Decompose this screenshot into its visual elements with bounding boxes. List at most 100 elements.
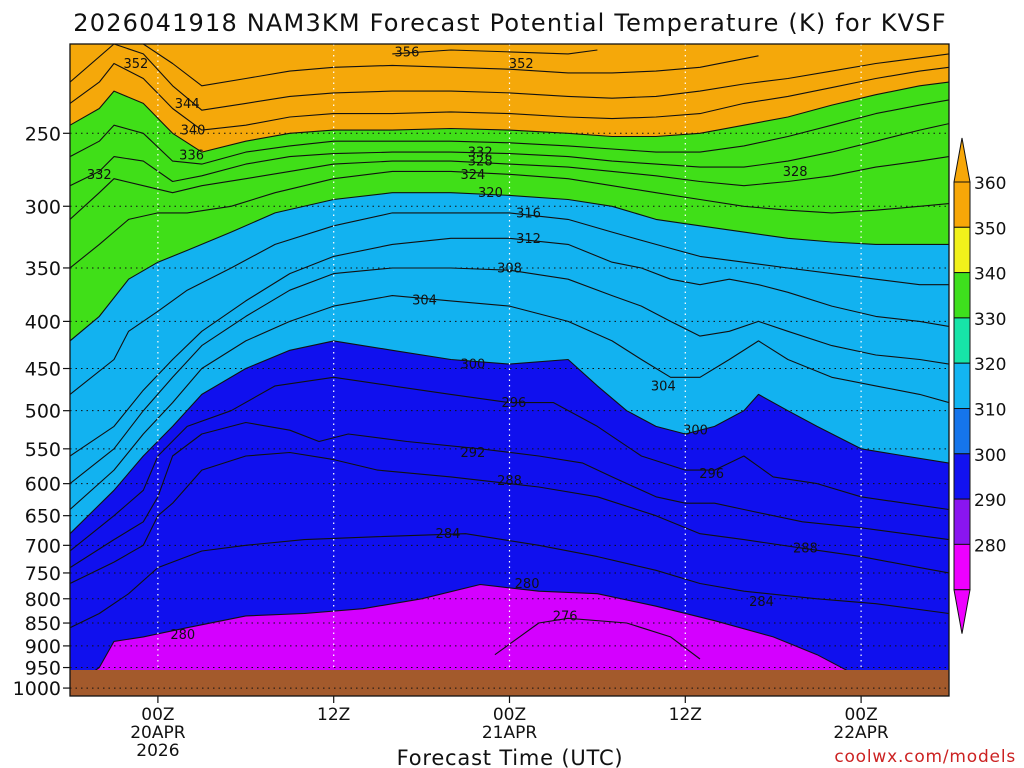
chart-title: 2026041918 NAM3KM Forecast Potential Tem… <box>73 9 946 37</box>
contour-label: 328 <box>783 165 808 180</box>
isentrope-276 <box>494 617 701 660</box>
colorbar-segment <box>953 181 971 228</box>
isentrope-296 <box>70 376 949 552</box>
isentrope-328 <box>70 156 949 220</box>
contour-label: 280 <box>170 628 195 643</box>
colorbar-segment <box>953 453 971 500</box>
y-tick-label: 900 <box>25 636 61 658</box>
colorbar-segment <box>953 543 971 591</box>
colorbar-label: 310 <box>974 401 1006 421</box>
y-tick-label: 1000 <box>13 678 61 700</box>
colorbar-label: 360 <box>974 174 1006 194</box>
colorbar-label: 300 <box>974 446 1006 466</box>
contour-label: 312 <box>516 232 541 247</box>
colorbar-label: 290 <box>974 491 1006 511</box>
contour-label: 288 <box>793 542 818 557</box>
isentrope-316 <box>70 212 949 395</box>
contour-label: 284 <box>749 595 774 610</box>
x-tick-label: 00Z <box>493 705 526 725</box>
y-tick-label: 350 <box>25 258 61 280</box>
contour-label: 292 <box>460 446 485 461</box>
isentrope-304 <box>70 295 949 510</box>
y-tick-label: 450 <box>25 359 61 381</box>
x-axis-title: Forecast Time (UTC) <box>397 746 624 768</box>
contour-label: 316 <box>516 206 541 221</box>
y-tick-label: 850 <box>25 613 61 635</box>
x-tick-label: 00Z <box>141 705 174 725</box>
isentrope-356 <box>392 49 598 55</box>
colorbar-segment <box>953 272 971 319</box>
y-tick-label: 550 <box>25 439 61 461</box>
x-tick-label: 21APR <box>482 723 538 743</box>
isentrope-352 <box>142 44 759 87</box>
isentrope-312 <box>70 237 949 457</box>
pressure-axis: 250 300 350 400 450 500 550 600 650 700 750 8008509… <box>13 123 70 700</box>
contour-label: 328 <box>468 155 493 170</box>
isentrope-288 <box>70 451 949 584</box>
colorbar-label: 330 <box>974 310 1006 330</box>
color-legend: 280 290 300 310 320 330 340 350 360 <box>953 137 1006 634</box>
contour-label: 340 <box>181 124 206 139</box>
isentrope-340 <box>70 81 949 153</box>
contour-label: 352 <box>124 57 149 72</box>
y-tick-label: 500 <box>25 401 61 423</box>
x-tick-label: 20APR <box>130 723 186 743</box>
isentrope-292 <box>70 421 949 569</box>
colorbar-label: 280 <box>974 536 1006 556</box>
y-tick-label: 250 <box>25 123 61 145</box>
x-tick-label: 12Z <box>669 705 702 725</box>
y-tick-label: 750 <box>25 563 61 585</box>
colorbar-segment <box>953 408 971 455</box>
colorbar-segment <box>953 498 971 545</box>
y-tick-label: 400 <box>25 311 61 333</box>
contour-label: 352 <box>509 57 534 72</box>
isentrope-336 <box>70 99 949 165</box>
contour-label: 300 <box>460 358 485 373</box>
isentrope-324 <box>70 170 949 269</box>
colorbar-label: 350 <box>974 219 1006 239</box>
contour-label: 284 <box>436 527 461 542</box>
contour-label: 324 <box>460 168 485 183</box>
isentrope-280 <box>70 583 949 689</box>
y-tick-label: 300 <box>25 196 61 218</box>
y-tick-label: 700 <box>25 535 61 557</box>
x-tick-label: 22APR <box>833 723 889 743</box>
colorbar-bottom-arrow <box>953 589 971 634</box>
colorbar-label: 340 <box>974 265 1006 285</box>
colorbar-segment <box>953 317 971 364</box>
contour-label: 356 <box>395 45 420 60</box>
isentrope-284 <box>70 533 949 629</box>
isentrope-contours <box>70 44 949 689</box>
colorbar-label: 320 <box>974 355 1006 375</box>
fill-band-below-280 <box>70 584 949 696</box>
x-tick-label: 2026 <box>136 741 179 761</box>
contour-label: 344 <box>175 97 200 112</box>
isentrope-300 <box>70 340 949 535</box>
ground-terrain <box>70 670 949 696</box>
contour-label: 296 <box>699 467 724 482</box>
x-tick-label: 00Z <box>844 705 877 725</box>
colorbar-segment <box>953 362 971 410</box>
y-tick-label: 800 <box>25 589 61 611</box>
watermark-link[interactable]: coolwx.com/models <box>834 747 1016 767</box>
isentrope-348 <box>70 44 949 111</box>
contour-label: 308 <box>497 261 522 276</box>
isentrope-308 <box>70 267 949 485</box>
contour-label: 332 <box>87 168 112 183</box>
contour-label: 320 <box>478 186 503 201</box>
contour-label: 280 <box>515 577 540 592</box>
contour-label: 276 <box>553 609 578 624</box>
contour-label: 288 <box>497 474 522 489</box>
y-tick-label: 600 <box>25 474 61 496</box>
isentrope-320 <box>70 192 949 342</box>
colorbar-top-arrow <box>953 137 971 183</box>
colorbar-segment <box>953 226 971 274</box>
y-tick-label: 650 <box>25 506 61 528</box>
contour-label: 296 <box>501 396 526 411</box>
contour-label: 300 <box>683 424 708 439</box>
contour-label: 332 <box>468 146 493 161</box>
